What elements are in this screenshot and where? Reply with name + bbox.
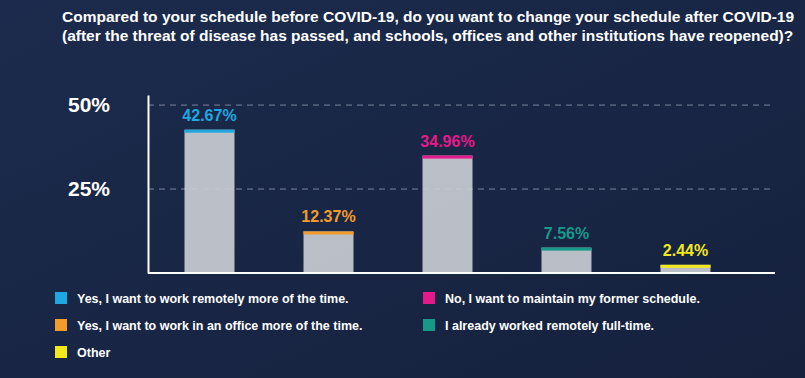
background [0, 0, 805, 378]
grid-line [148, 105, 775, 106]
legend-swatch [423, 292, 435, 304]
bars [185, 130, 711, 273]
legend-item: Yes, I want to work remotely more of the… [55, 292, 349, 306]
data-label: 34.96% [420, 133, 474, 150]
bar-cap [185, 130, 235, 133]
data-labels: 42.67% 12.37% 34.96% 7.56% 2.44% [182, 107, 708, 259]
legend-label: Other [77, 346, 110, 360]
y-axis: 25% 50% [68, 93, 149, 273]
legend-swatch [55, 319, 67, 331]
legend-label: Yes, I want to work in an office more of… [77, 319, 362, 333]
legend-label: No, I want to maintain my former schedul… [445, 292, 700, 306]
data-label: 12.37% [301, 208, 355, 225]
data-label: 42.67% [182, 107, 236, 124]
y-tick: 50% [68, 93, 148, 116]
legend-swatch [55, 292, 67, 304]
bar [542, 248, 592, 273]
legend-item: Yes, I want to work in an office more of… [55, 319, 362, 333]
bar [423, 156, 473, 273]
y-tick-label: 50% [68, 93, 110, 116]
legend-swatch [423, 319, 435, 331]
bar-cap [423, 156, 473, 159]
chart: Compared to your schedule before COVID-1… [0, 0, 805, 378]
data-label: 7.56% [544, 225, 589, 242]
bar [304, 231, 354, 273]
y-tick-label: 25% [68, 177, 110, 200]
legend-item: I already worked remotely full-time. [423, 319, 654, 333]
bar-cap [661, 265, 711, 268]
legend: Yes, I want to work remotely more of the… [55, 292, 700, 360]
y-axis-line [148, 96, 150, 274]
bar-cap [542, 248, 592, 251]
y-tick: 25% [68, 177, 148, 200]
bar-cap [304, 231, 354, 234]
bar [661, 265, 711, 273]
bar [185, 130, 235, 273]
legend-label: I already worked remotely full-time. [445, 319, 654, 333]
legend-label: Yes, I want to work remotely more of the… [77, 292, 349, 306]
legend-item: No, I want to maintain my former schedul… [423, 292, 700, 306]
legend-swatch [55, 346, 67, 358]
x-axis [148, 273, 775, 274]
legend-item: Other [55, 346, 110, 360]
title: Compared to your schedule before COVID-1… [62, 8, 794, 44]
data-label: 2.44% [663, 242, 708, 259]
x-axis-line [148, 272, 775, 274]
